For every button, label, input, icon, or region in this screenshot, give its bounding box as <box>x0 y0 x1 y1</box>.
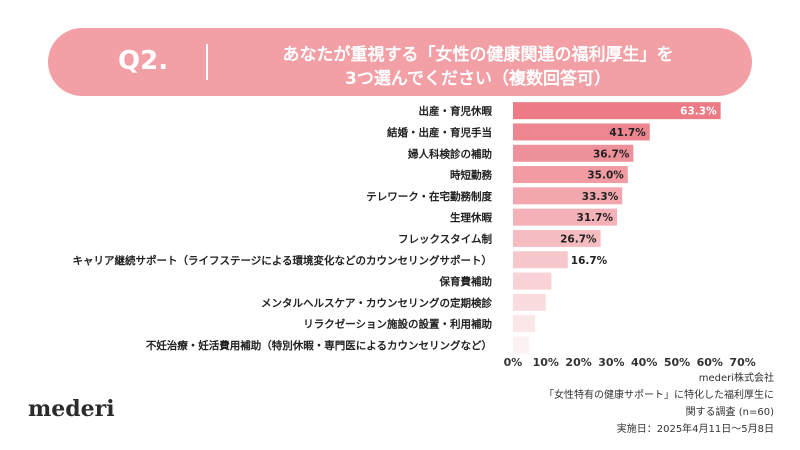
category-label: 保育費補助 <box>439 275 493 288</box>
x-tick-label: 30% <box>598 356 624 369</box>
question-number: Q2. <box>118 46 169 76</box>
title-banner: Q2. あなたが重視する「女性の健康関連の福利厚生」を 3つ選んでください（複数… <box>48 28 752 96</box>
footer-date: 実施日：2025年4月11日〜5月8日 <box>616 424 774 435</box>
data-label: 31.7% <box>577 212 614 224</box>
brand-logo: mederi <box>28 396 115 422</box>
category-label: 結婚・出産・育児手当 <box>387 126 492 139</box>
footer-survey-line-2: 関する調査 (n=60) <box>685 407 774 418</box>
data-label: 26.7% <box>560 233 597 245</box>
x-tick-label: 70% <box>729 356 755 369</box>
bar-7 <box>513 251 568 269</box>
category-label: 婦人科検診の補助 <box>407 147 492 160</box>
bar-9 <box>513 293 546 311</box>
bar-11 <box>513 336 530 354</box>
bar-1 <box>513 123 650 141</box>
footer-company: mederi株式会社 <box>698 373 774 384</box>
category-label: 出産・育児休暇 <box>419 105 493 118</box>
bar-4 <box>513 187 623 205</box>
data-label: 36.7% <box>593 148 630 160</box>
bar-6 <box>513 229 601 247</box>
x-tick-label: 50% <box>664 356 690 369</box>
category-label: フレックスタイム制 <box>398 232 492 245</box>
data-label: 16.7% <box>571 255 608 267</box>
category-label: 生理休暇 <box>450 211 492 224</box>
category-label: キャリア継続サポート（ライフステージによる環境変化などのカウンセリングサポート） <box>73 254 492 267</box>
title-divider <box>206 44 208 80</box>
bar-3 <box>513 166 628 184</box>
category-label: リラクゼーション施設の設置・利用補助 <box>303 318 492 331</box>
category-label: 不妊治療・妊活費用補助（特別休暇・専門医によるカウンセリングなど） <box>146 339 492 352</box>
category-label: テレワーク・在宅勤務制度 <box>366 190 492 203</box>
x-tick-label: 60% <box>697 356 723 369</box>
data-label: 63.3% <box>680 106 717 118</box>
data-label: 35.0% <box>587 170 624 182</box>
category-label: メンタルヘルスケア・カウンセリングの定期検診 <box>261 296 492 309</box>
question-title-line-1: あなたが重視する「女性の健康関連の福利厚生」を <box>282 45 674 65</box>
x-tick-label: 10% <box>533 356 559 369</box>
bar-5 <box>513 208 617 226</box>
question-title-line-2: 3つ選んでください（複数回答可） <box>345 69 611 89</box>
bar-10 <box>513 315 535 333</box>
footer-survey-line-1: 「女性特有の健康サポート」に特化した福利厚生に <box>544 390 774 401</box>
category-label: 時短勤務 <box>450 169 492 182</box>
data-label: 41.7% <box>609 127 646 139</box>
bar-0 <box>513 102 721 120</box>
x-tick-label: 20% <box>565 356 591 369</box>
x-tick-label: 0% <box>504 356 523 369</box>
bar-8 <box>513 272 552 290</box>
survey-footer: mederi株式会社 「女性特有の健康サポート」に特化した福利厚生に 関する調査… <box>544 370 774 438</box>
data-label: 33.3% <box>582 191 619 203</box>
bar-2 <box>513 144 634 162</box>
x-tick-label: 40% <box>631 356 657 369</box>
